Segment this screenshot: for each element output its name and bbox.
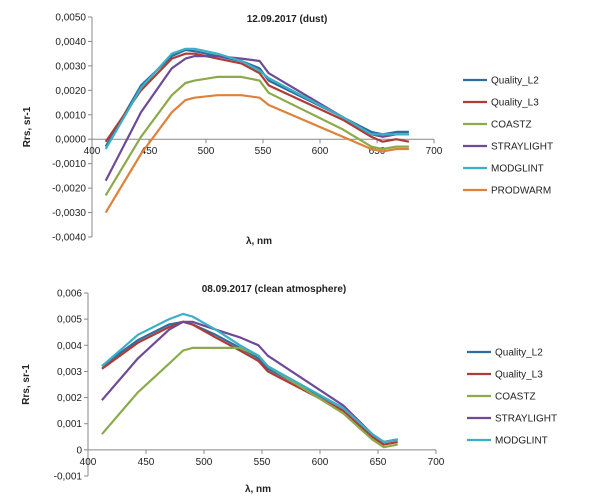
chart2-y-tick-label: 0,002 bbox=[57, 393, 82, 404]
chart1-y-tick-label: 0,0040 bbox=[55, 37, 86, 48]
chart1-y-axis-label: Rrs, sr-1 bbox=[22, 106, 33, 147]
chart2-y-tick-label: 0,005 bbox=[57, 315, 82, 326]
chart1-legend-label: Quality_L3 bbox=[491, 98, 539, 109]
chart1-x-tick-label: 450 bbox=[141, 146, 158, 157]
chart2-series-line-modglint bbox=[101, 312, 398, 444]
chart1-y-tick-label: -0,0010 bbox=[52, 159, 86, 170]
chart2-y-tick-label: -0,001 bbox=[54, 472, 83, 483]
chart2-x-tick-label: 450 bbox=[138, 457, 155, 468]
chart2-x-tick-label: 500 bbox=[196, 457, 213, 468]
chart1-x-tick-label: 550 bbox=[255, 146, 272, 157]
chart1-x-tick-label: 500 bbox=[198, 146, 215, 157]
chart1-legend-label: PRODWARM bbox=[491, 186, 551, 197]
chart1-legend-label: COASTZ bbox=[491, 120, 532, 131]
chart2-legend-label: MODGLINT bbox=[495, 436, 548, 447]
chart1-y-tick-label: 0,0020 bbox=[55, 86, 86, 97]
chart1-series-line-quality-l3 bbox=[104, 52, 410, 143]
chart2-series-line-quality-l3 bbox=[101, 320, 398, 446]
chart1-legend-label: Quality_L2 bbox=[491, 76, 539, 87]
chart2-y-tick-label: 0,001 bbox=[57, 419, 82, 430]
chart2-y-tick-label: 0 bbox=[76, 445, 82, 456]
chart1-x-tick-label: 400 bbox=[84, 146, 101, 157]
chart2-legend-label: STRAYLIGHT bbox=[495, 414, 557, 425]
chart2-x-tick-label: 550 bbox=[254, 457, 271, 468]
chart2-y-axis-label: Rrs, sr-1 bbox=[21, 364, 32, 405]
chart2-x-tick-label: 400 bbox=[80, 457, 97, 468]
chart1-title: 12.09.2017 (dust) bbox=[247, 14, 328, 25]
chart1-y-tick-label: 0,0000 bbox=[55, 135, 86, 146]
chart2-series-line-coastz bbox=[101, 346, 398, 449]
chart1-x-axis-label: λ, nm bbox=[246, 236, 272, 247]
chart1-y-tick-label: -0,0040 bbox=[52, 233, 86, 244]
chart1-y-tick-label: -0,0020 bbox=[52, 184, 86, 195]
chart2-legend-label: Quality_L3 bbox=[495, 370, 543, 381]
chart1-series-line-modglint bbox=[104, 47, 409, 150]
chart1-x-tick-label: 650 bbox=[369, 146, 386, 157]
chart2-legend-label: Quality_L2 bbox=[495, 348, 543, 359]
chart1-series-line-coastz bbox=[104, 75, 409, 196]
chart1-y-tick-label: 0,0050 bbox=[55, 13, 86, 24]
chart2-x-axis-label: λ, nm bbox=[245, 484, 271, 495]
chart1-x-tick-label: 600 bbox=[312, 146, 329, 157]
chart1-legend-label: STRAYLIGHT bbox=[491, 142, 553, 153]
chart2-x-tick-label: 700 bbox=[428, 457, 445, 468]
chart1-x-tick-label: 700 bbox=[426, 146, 443, 157]
chart1-y-tick-label: -0,0030 bbox=[52, 208, 86, 219]
chart2-legend-label: COASTZ bbox=[495, 392, 536, 403]
chart1-series-line-straylight bbox=[104, 55, 409, 182]
chart2-y-tick-label: 0,004 bbox=[57, 341, 82, 352]
chart2-title: 08.09.2017 (clean atmosphere) bbox=[202, 284, 347, 295]
chart2-x-tick-label: 650 bbox=[370, 457, 387, 468]
chart1-legend-label: MODGLINT bbox=[491, 164, 544, 175]
chart2-y-tick-label: 0,006 bbox=[57, 289, 82, 300]
chart2-y-tick-label: 0,003 bbox=[57, 367, 82, 378]
chart2-series-line-quality-l2 bbox=[101, 320, 398, 444]
chart2-series-line-straylight bbox=[101, 320, 398, 444]
chart1-y-tick-label: 0,0010 bbox=[55, 110, 86, 121]
chart1-series-line-prodwarm bbox=[104, 94, 409, 214]
chart1-y-tick-label: 0,0030 bbox=[55, 61, 86, 72]
chart2-x-tick-label: 600 bbox=[312, 457, 329, 468]
